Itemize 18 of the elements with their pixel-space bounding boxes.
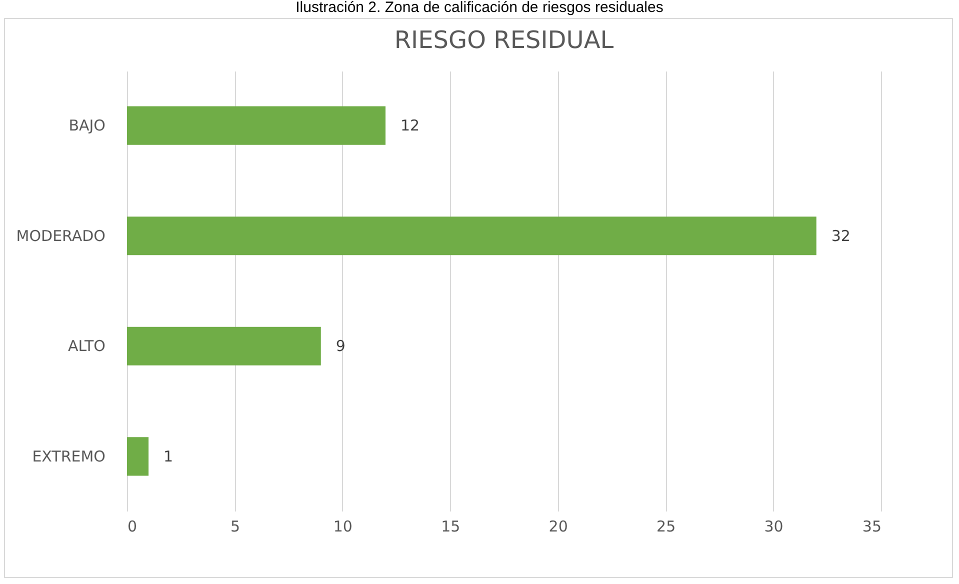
chart-title: RIESGO RESIDUAL — [394, 26, 614, 54]
x-tick-label: 0 — [128, 518, 138, 536]
x-tick-label: 30 — [764, 518, 784, 536]
x-tick-label: 10 — [333, 518, 352, 536]
x-tick-label: 20 — [548, 518, 568, 536]
text: Ilustración 2. Zona de calificación de riesgos residuales — [294, 0, 664, 16]
data-label: 1 — [164, 447, 174, 466]
data-label: 9 — [336, 337, 346, 356]
data-label: 12 — [400, 116, 420, 135]
data-label: 32 — [831, 226, 850, 245]
x-tick-label: 15 — [441, 518, 460, 536]
x-tick-label: 35 — [862, 518, 882, 536]
y-tick-label: MODERADO — [16, 226, 106, 245]
x-tick-label: 5 — [230, 518, 240, 536]
y-tick-label: BAJO — [68, 116, 106, 135]
y-tick-label: EXTREMO — [32, 447, 106, 466]
y-tick-label: ALTO — [68, 337, 106, 356]
x-tick-label: 25 — [656, 518, 676, 536]
